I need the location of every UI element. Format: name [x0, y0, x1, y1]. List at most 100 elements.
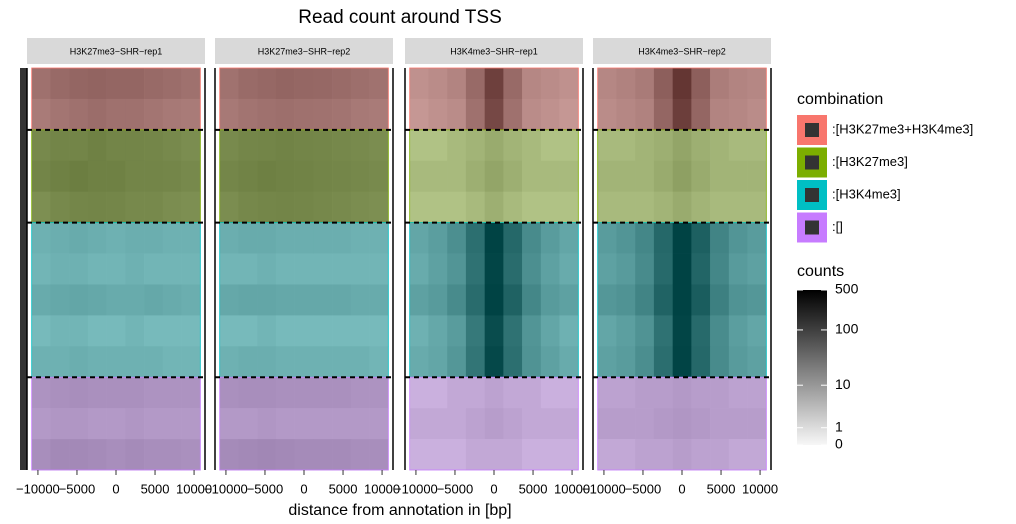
heat-cell [747, 439, 767, 471]
heat-cell [747, 346, 767, 378]
heat-cell [369, 222, 389, 254]
heat-cell [691, 191, 711, 223]
heat-cell [69, 160, 89, 192]
heat-cell [728, 160, 748, 192]
heat-cell [559, 98, 579, 131]
heat-cell [181, 346, 201, 378]
heat-cell [635, 68, 655, 100]
heat-cell [87, 98, 107, 131]
group-overlay [219, 222, 389, 378]
heat-cell [653, 191, 673, 223]
colorbar-tick-label: 10 [835, 376, 851, 392]
heat-cell [275, 160, 295, 192]
heat-cell [275, 253, 295, 285]
heat-cell [635, 160, 655, 192]
heat-cell [728, 191, 748, 223]
heat-cell [653, 222, 673, 254]
heat-cell [275, 222, 295, 254]
heat-cell [350, 377, 370, 409]
heat-cell [447, 253, 467, 285]
heat-cell [106, 377, 126, 409]
heat-cell [728, 98, 748, 131]
heat-cell [238, 315, 258, 347]
heat-cell [672, 253, 692, 285]
heat-cell [219, 191, 239, 223]
heat-cell [540, 98, 560, 131]
heat-cell [522, 160, 542, 192]
heat-cell [559, 68, 579, 100]
heat-cell [484, 377, 504, 409]
heat-cell [87, 68, 107, 100]
strip-label: H3K27me3−SHR−rep1 [70, 46, 163, 56]
heat-cell [125, 129, 145, 162]
heat-cell [747, 191, 767, 223]
heat-cell [162, 346, 182, 378]
heat-cell [503, 222, 523, 254]
heat-cell [144, 222, 164, 254]
heat-cell [350, 408, 370, 440]
heat-cell [428, 68, 448, 100]
heat-cell [465, 253, 485, 285]
heat-cell [691, 346, 711, 378]
heat-cell [31, 129, 51, 162]
heat-cell [313, 315, 333, 347]
heat-cell [257, 160, 277, 192]
heat-cell [540, 160, 560, 192]
group-overlay [597, 376, 767, 471]
x-tick-label: −10000 [16, 481, 60, 496]
heat-cell [181, 315, 201, 347]
heat-cell [728, 68, 748, 100]
heat-cell [332, 222, 352, 254]
heat-cell [106, 98, 126, 131]
heat-cell [50, 98, 70, 131]
legend-swatch-inner [805, 123, 819, 137]
heat-cell [69, 253, 89, 285]
heat-cell [447, 377, 467, 409]
heat-cell [728, 284, 748, 316]
heat-cell [257, 408, 277, 440]
heat-cell [106, 222, 126, 254]
heat-cell [503, 129, 523, 162]
heat-cell [484, 315, 504, 347]
heat-cell [465, 98, 485, 131]
heat-cell [87, 284, 107, 316]
heat-cell [332, 191, 352, 223]
heat-cell [597, 160, 617, 192]
heat-cell [313, 191, 333, 223]
heat-cell [50, 129, 70, 162]
heat-cell [332, 315, 352, 347]
heat-cell [69, 377, 89, 409]
heat-cell [465, 346, 485, 378]
heat-cell [691, 253, 711, 285]
heat-cell [275, 98, 295, 131]
heat-cell [31, 191, 51, 223]
heat-cell [484, 191, 504, 223]
heat-cell [106, 160, 126, 192]
heat-cell [219, 253, 239, 285]
heat-cell [540, 253, 560, 285]
heat-cell [635, 222, 655, 254]
heat-cell [369, 439, 389, 471]
heat-cell [106, 253, 126, 285]
legend-swatch-inner [805, 220, 819, 235]
heat-cell [672, 377, 692, 409]
legend-swatch-inner [805, 188, 819, 202]
heat-cell [672, 346, 692, 378]
heat-cell [87, 315, 107, 347]
heat-cell [635, 284, 655, 316]
heat-cell [728, 315, 748, 347]
heat-cell [332, 284, 352, 316]
heat-cell [162, 129, 182, 162]
heat-cell [409, 315, 429, 347]
heat-cell [181, 98, 201, 131]
heat-cell [87, 222, 107, 254]
heat-cell [162, 408, 182, 440]
heat-cell [294, 408, 314, 440]
heat-cell [559, 191, 579, 223]
heat-cell [181, 129, 201, 162]
x-tick-label: 0 [112, 481, 119, 496]
heat-cell [653, 408, 673, 440]
heat-cell [465, 315, 485, 347]
heat-cell [294, 315, 314, 347]
heat-cell [465, 68, 485, 100]
